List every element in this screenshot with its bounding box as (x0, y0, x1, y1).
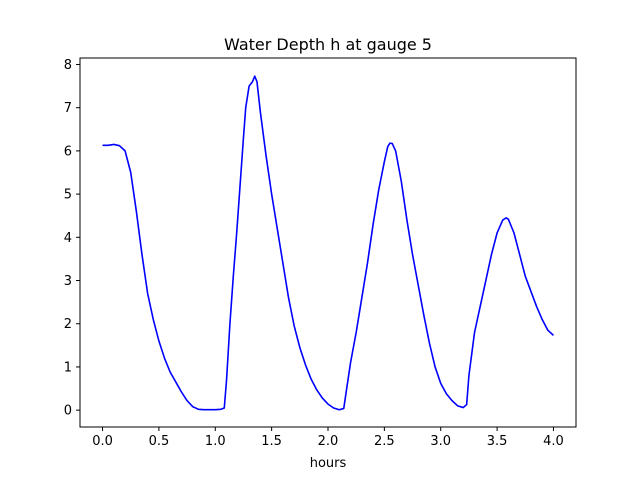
chart-title: Water Depth h at gauge 5 (224, 35, 432, 54)
y-axis: 0 1 2 3 4 5 6 7 8 (64, 58, 80, 419)
x-axis: 0.0 0.5 1.0 1.5 2.0 2.5 3.0 3.5 4.0 (92, 427, 564, 449)
x-tick-label: 3.0 (430, 434, 451, 449)
series-line-0 (102, 75, 554, 411)
x-tick-label: 0.0 (92, 434, 113, 449)
y-tick-label: 2 (64, 317, 72, 332)
x-tick-label: 1.0 (205, 434, 226, 449)
y-tick-label: 6 (64, 144, 72, 159)
y-tick-label: 1 (64, 360, 72, 375)
plot-frame (79, 57, 577, 428)
plot-area (102, 75, 554, 411)
x-axis-label: hours (310, 456, 347, 471)
y-tick-label: 7 (64, 101, 72, 116)
x-tick-label: 2.0 (318, 434, 339, 449)
y-tick-label: 3 (64, 274, 72, 289)
y-tick-label: 5 (64, 188, 72, 203)
y-tick-label: 8 (64, 58, 72, 73)
x-tick-label: 0.5 (149, 434, 170, 449)
x-tick-label: 4.0 (543, 434, 564, 449)
x-tick-label: 2.5 (374, 434, 395, 449)
x-tick-label: 1.5 (261, 434, 282, 449)
y-tick-label: 0 (64, 404, 72, 419)
x-tick-label: 3.5 (487, 434, 508, 449)
y-tick-label: 4 (64, 231, 72, 246)
